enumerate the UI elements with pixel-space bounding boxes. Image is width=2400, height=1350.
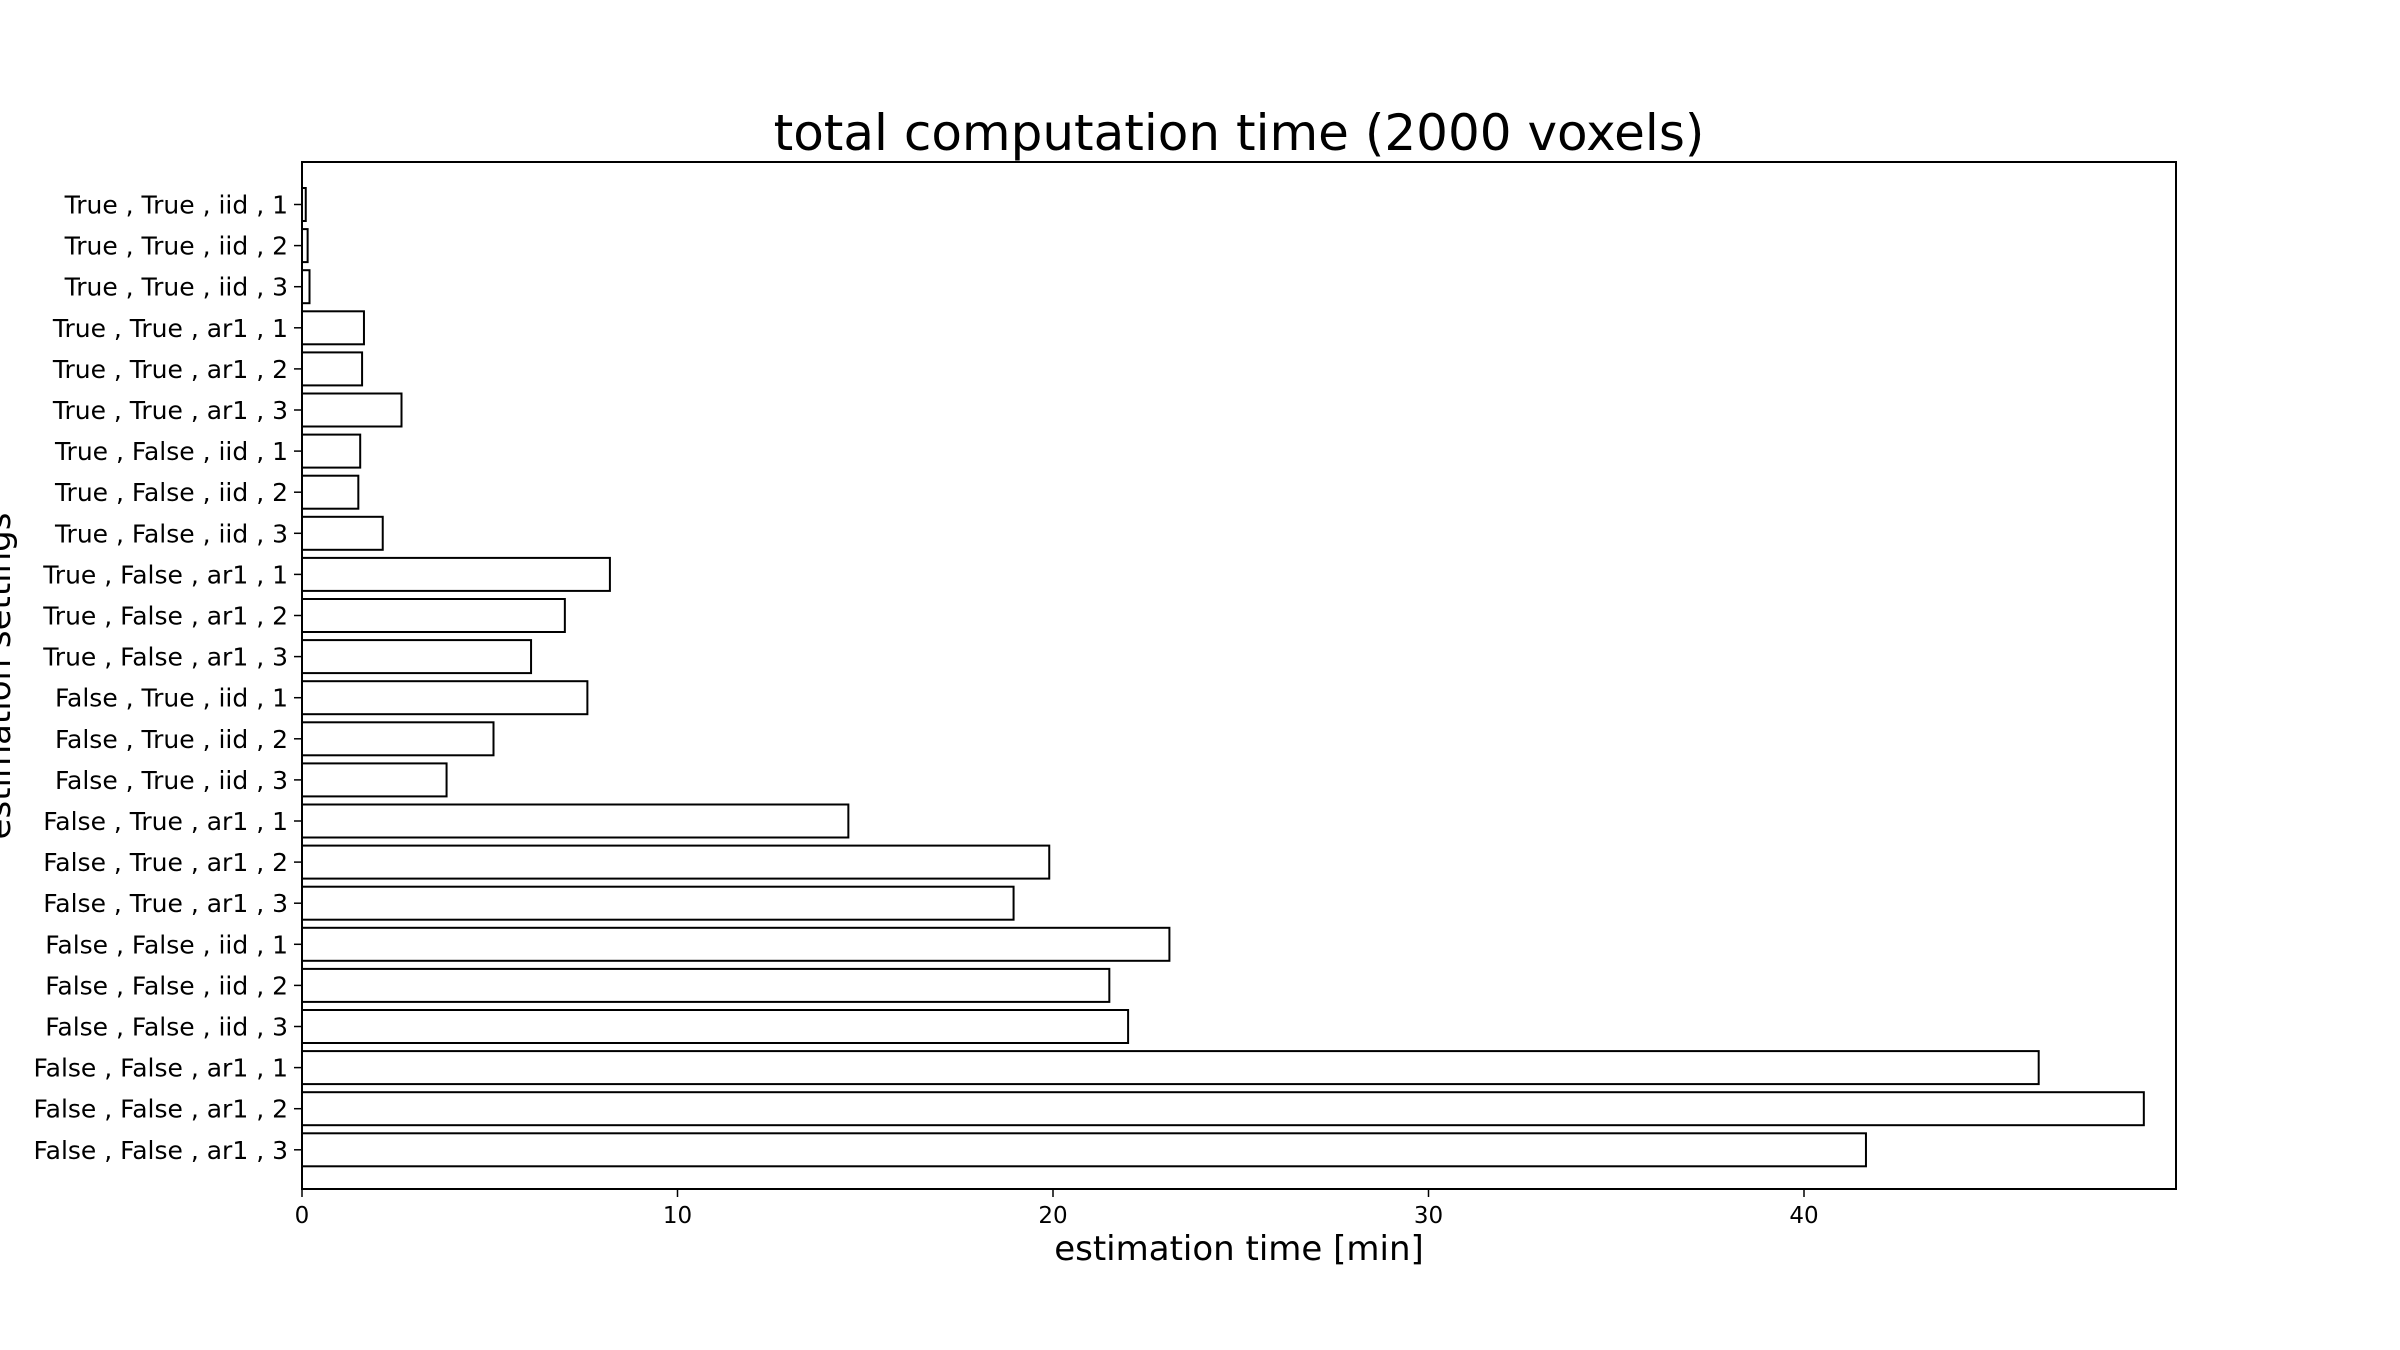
plot-frame — [301, 161, 2177, 1190]
x-axis-label: estimation time [min] — [1054, 1229, 1424, 1269]
bar — [301, 1091, 2145, 1127]
x-tick-label: 30 — [1414, 1203, 1443, 1229]
y-tick-label: True , True , iid , 1 — [64, 191, 288, 220]
y-tick-label: True , False , iid , 2 — [54, 478, 288, 507]
y-tick-label: True , True , ar1 , 2 — [52, 355, 288, 384]
bar — [301, 433, 362, 469]
y-tick-label: True , True , iid , 2 — [64, 232, 288, 261]
y-tick-label: False , True , iid , 3 — [55, 766, 288, 795]
y-tick-label: False , False , ar1 , 3 — [34, 1136, 288, 1165]
y-tick-label: True , True , ar1 , 3 — [52, 396, 288, 425]
y-tick-label: False , True , iid , 1 — [55, 684, 288, 713]
bar — [301, 556, 611, 592]
bar — [301, 351, 364, 387]
y-axis-label: estimation settings — [0, 513, 19, 840]
bar — [301, 392, 403, 428]
bar — [301, 803, 850, 839]
y-tick-label: True , False , ar1 , 1 — [42, 560, 288, 589]
y-tick-label: False , False , ar1 , 1 — [34, 1054, 288, 1083]
y-tick-label: False , True , ar1 , 2 — [43, 848, 288, 877]
bar — [301, 762, 448, 798]
bar — [301, 474, 360, 510]
x-tick-label: 0 — [295, 1203, 310, 1229]
y-ticks: True , True , iid , 1 True , True , iid ,… — [34, 191, 302, 1165]
y-tick-label: False , True , ar1 , 3 — [43, 889, 288, 918]
x-tick-label: 40 — [1789, 1203, 1818, 1229]
y-tick-label: False , True , iid , 2 — [55, 725, 288, 754]
y-tick-label: False , True , ar1 , 1 — [43, 807, 288, 836]
y-tick-label: False , False , iid , 3 — [45, 1013, 288, 1042]
bar — [301, 885, 1015, 921]
y-tick-label: True , True , iid , 3 — [64, 273, 288, 302]
y-tick-label: True , False , ar1 , 3 — [42, 643, 288, 672]
bar — [301, 926, 1171, 962]
y-tick-label: True , False , ar1 , 2 — [42, 602, 288, 631]
y-tick-label: True , False , iid , 3 — [54, 519, 288, 548]
bar — [301, 1132, 1867, 1168]
bar — [301, 844, 1051, 880]
bar — [301, 680, 589, 716]
y-tick-label: False , False , ar1 , 2 — [34, 1095, 288, 1124]
bar — [301, 515, 384, 551]
y-tick-label: False , False , iid , 1 — [45, 930, 288, 959]
x-ticks: 0 10 20 30 40 — [295, 1189, 1819, 1229]
bar — [301, 1050, 2040, 1086]
y-tick-label: False , False , iid , 2 — [45, 971, 288, 1000]
bar — [301, 269, 311, 305]
bar — [301, 1009, 1130, 1044]
bar — [301, 310, 365, 346]
x-tick-label: 10 — [663, 1203, 692, 1229]
y-tick-label: True , False , iid , 1 — [54, 437, 288, 466]
bars-layer — [301, 187, 2145, 1168]
chart-title: total computation time (2000 voxels) — [774, 104, 1705, 162]
bar — [301, 721, 495, 757]
y-tick-label: True , True , ar1 , 1 — [52, 314, 288, 343]
bar — [301, 639, 533, 675]
x-tick-label: 20 — [1038, 1203, 1067, 1229]
bar — [301, 967, 1111, 1003]
bar — [301, 598, 566, 633]
